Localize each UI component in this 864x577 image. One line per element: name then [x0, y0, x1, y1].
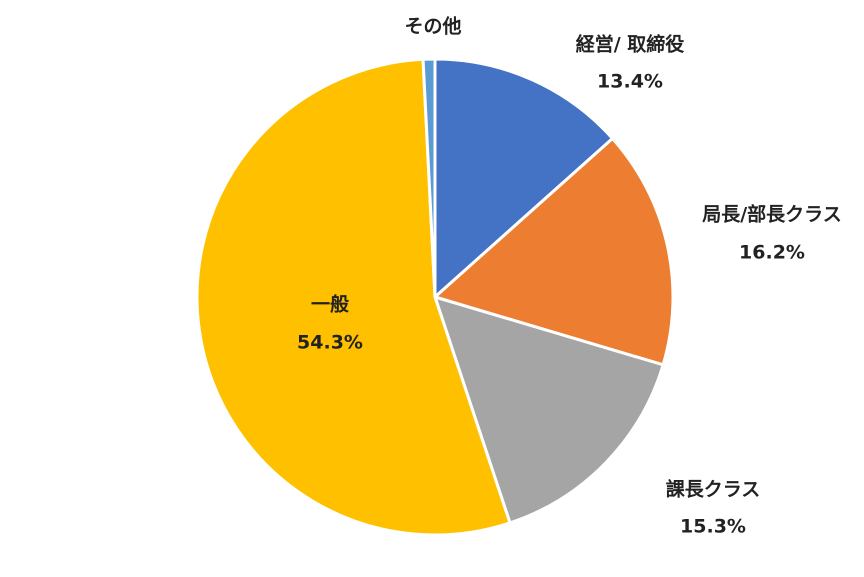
slice-label: その他 — [404, 15, 461, 38]
pie-slice — [421, 57, 437, 298]
slice-label: 一般 — [311, 293, 349, 316]
slice-value-label: 13.4% — [597, 71, 663, 93]
slice-value-label: 15.3% — [680, 516, 746, 538]
pie-slice — [433, 57, 615, 301]
slice-value-label: 54.3% — [297, 332, 363, 354]
slice-value-label: 16.2% — [739, 242, 805, 264]
slice-label: 課長クラス — [666, 478, 761, 501]
slice-label: 経営/ 取締役 — [576, 33, 685, 56]
slice-label: 局長/部長クラス — [702, 203, 842, 226]
pie-slice — [195, 57, 512, 537]
pie-slice — [431, 136, 675, 367]
